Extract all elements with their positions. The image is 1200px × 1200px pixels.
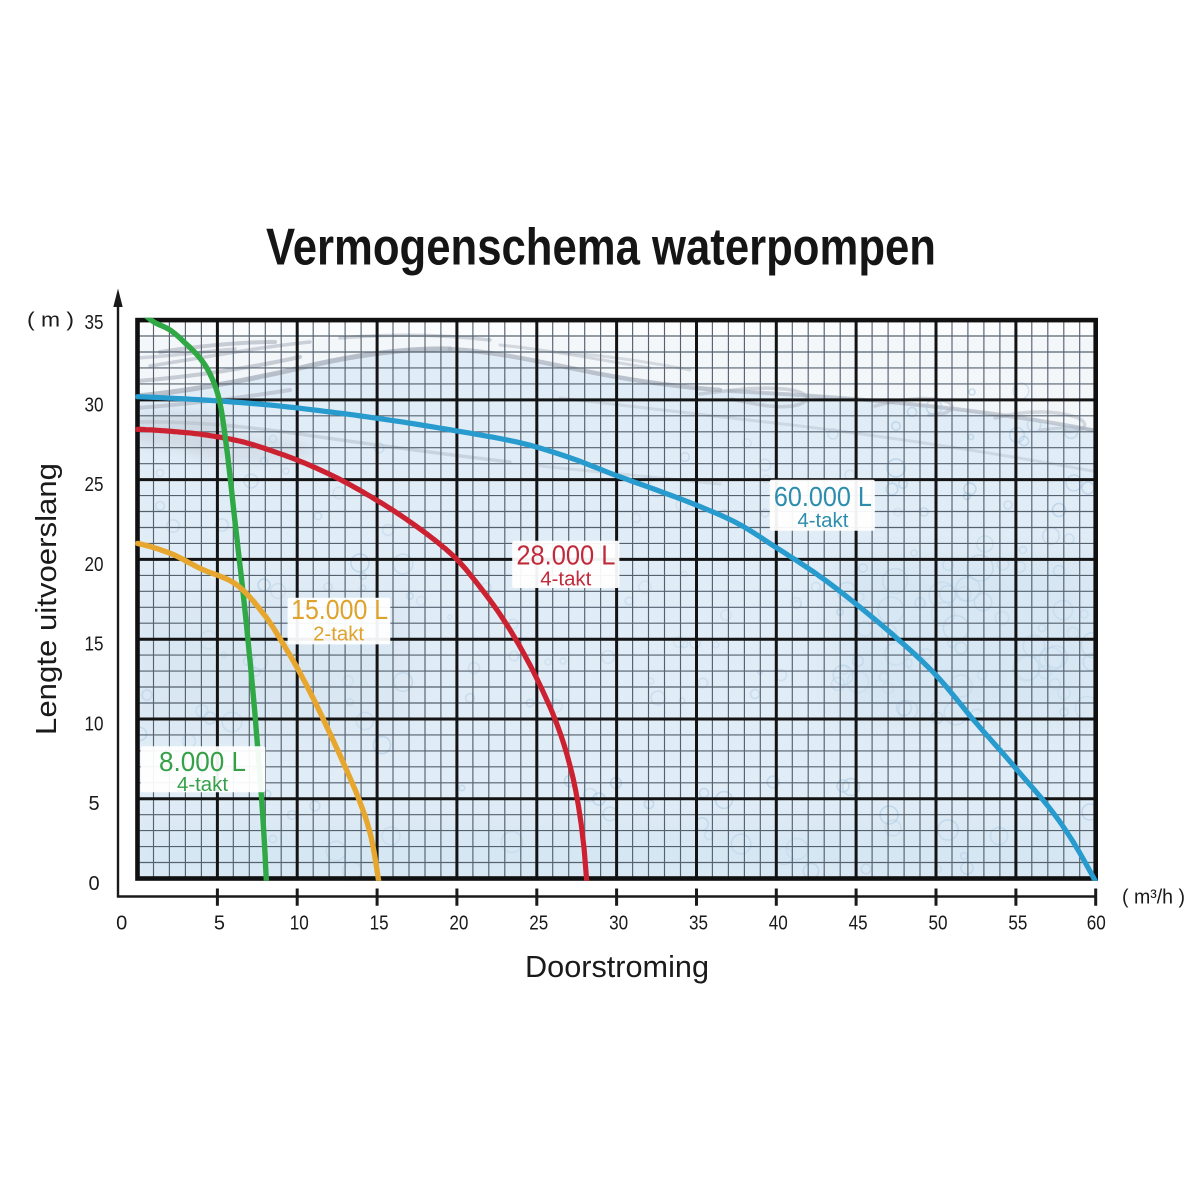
svg-text:10: 10 [85, 714, 104, 736]
svg-text:4-takt: 4-takt [540, 569, 591, 591]
svg-text:20: 20 [449, 913, 468, 935]
svg-text:0: 0 [88, 873, 99, 895]
svg-text:0: 0 [116, 913, 127, 935]
svg-text:Vermogenschema waterpompen: Vermogenschema waterpompen [266, 219, 936, 277]
svg-text:5: 5 [214, 913, 225, 935]
svg-text:8.000 L: 8.000 L [159, 746, 246, 777]
svg-text:15: 15 [85, 634, 104, 656]
svg-text:Lengte uitvoerslang: Lengte uitvoerslang [31, 463, 63, 735]
svg-text:10: 10 [290, 913, 309, 935]
svg-text:( m³/h ): ( m³/h ) [1122, 887, 1185, 909]
svg-text:35: 35 [85, 312, 104, 334]
svg-text:15.000 L: 15.000 L [291, 594, 388, 625]
svg-text:( m ): ( m ) [27, 310, 74, 332]
svg-text:45: 45 [849, 913, 868, 935]
svg-text:20: 20 [85, 554, 104, 576]
svg-text:40: 40 [769, 913, 788, 935]
svg-text:25: 25 [85, 474, 104, 496]
svg-text:60.000 L: 60.000 L [774, 481, 872, 512]
svg-text:28.000 L: 28.000 L [516, 540, 615, 571]
svg-text:50: 50 [929, 913, 948, 935]
svg-text:55: 55 [1008, 913, 1027, 935]
svg-text:4-takt: 4-takt [177, 774, 228, 796]
svg-text:35: 35 [689, 913, 708, 935]
svg-text:60: 60 [1087, 913, 1106, 935]
svg-text:15: 15 [370, 913, 389, 935]
svg-text:25: 25 [529, 913, 548, 935]
svg-text:30: 30 [609, 913, 628, 935]
svg-text:30: 30 [85, 394, 104, 416]
svg-text:2-takt: 2-takt [313, 624, 364, 646]
svg-text:4-takt: 4-takt [797, 510, 848, 532]
svg-text:5: 5 [88, 793, 99, 815]
svg-text:Doorstroming: Doorstroming [525, 949, 709, 984]
